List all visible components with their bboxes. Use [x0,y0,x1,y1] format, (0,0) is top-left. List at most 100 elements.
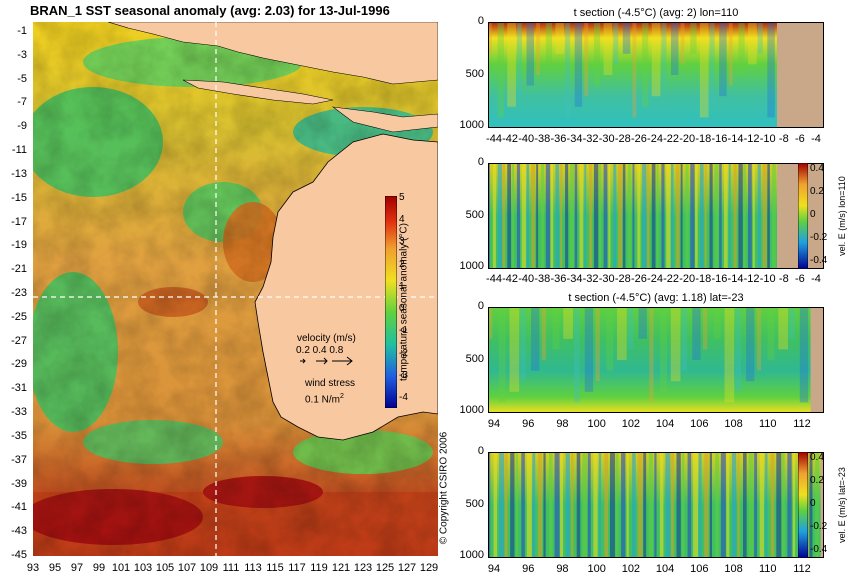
lon-tick-label: 125 [375,562,395,574]
section-x-tick-label: -8 [778,273,789,285]
lon-tick-label: 129 [419,562,439,574]
velocity-colorbar-tick: -0.4 [810,255,828,266]
section-x-tick-label: -12 [743,273,760,285]
section-x-tick-label: -22 [663,273,680,285]
lat-tick-label: -1 [17,25,27,37]
section-x-tick-label: -32 [582,273,599,285]
section-x-tick-label: -18 [695,133,712,145]
section-x-tick-label: -4 [811,273,821,285]
section-x-tick-label: -24 [647,273,663,285]
section-x-tick-label: -32 [582,133,599,145]
section-x-tick-label: -16 [711,273,728,285]
land-indonesia [107,22,438,85]
lat-tick-label: -17 [11,215,27,228]
lon-tick-label: 107 [177,562,197,574]
lat-tick-label: -43 [11,525,27,538]
depth-tick-label: 500 [465,209,484,221]
velocity-colorbar-tick: 0.2 [810,475,824,486]
section-x-tick-label: -34 [566,273,583,285]
section-x-tick-label: 108 [724,563,743,575]
map-colorbar-tick: -1 [399,325,408,337]
section-x-tick-label: -6 [795,273,805,285]
lat-tick-label: -5 [17,72,27,85]
section-x-tick-label: 96 [522,418,535,430]
lat-tick-label: -3 [17,48,27,61]
lon-tick-label: 105 [155,562,175,574]
depth-tick-label: 1000 [459,403,484,416]
section-x-tick-label: 112 [793,563,811,575]
section-x-tick-label: -40 [518,273,535,285]
lat-tick-label: -45 [11,549,27,561]
map-colorbar-tick: -4 [399,392,408,403]
map-colorbar-tick: 4 [399,214,405,226]
map-colorbar-tick: 0 [399,303,405,315]
velocity-colorbar [798,163,808,269]
lat-tick-label: -21 [11,263,27,276]
lat-tick-label: -25 [11,310,27,323]
lon-tick-label: 95 [48,562,62,574]
section-x-tick-label: -28 [614,133,631,145]
lon-tick-label: 99 [92,562,106,574]
section-x-tick-label: 108 [724,418,743,430]
section-x-tick-label: 112 [793,418,811,430]
velocity-colorbar-tick: -0.2 [810,232,828,243]
depth-tick-label: 0 [477,15,484,27]
velocity-colorbar-tick: 0.2 [810,186,824,197]
wind-legend-title: wind stress [305,378,356,389]
section-x-tick-label: -36 [550,273,567,285]
map-colorbar [385,196,397,408]
section-x-tick-label: -12 [743,133,760,145]
velocity-colorbar-tick: -0.2 [810,521,828,532]
velocity-colorbar-tick: 0 [810,498,816,509]
section-x-tick-label: -28 [614,273,631,285]
lon-tick-label: 115 [266,562,284,574]
map-title: BRAN_1 SST seasonal anomaly (avg: 2.03) … [30,3,390,18]
map-colorbar-tick: -2 [399,347,408,359]
section-x-tick-label: -6 [795,133,805,145]
section-panel-3 [488,307,824,413]
lat-tick-label: -37 [11,453,27,466]
section-x-tick-label: 102 [621,563,641,575]
section-panel-4 [488,452,824,558]
section-x-tick-label: -42 [502,273,519,285]
lat-tick-label: -23 [11,287,27,299]
lat-tick-label: -7 [17,96,27,109]
velocity-colorbar-label: vel. E (m/s) lat=-23 [837,467,847,543]
land-java [182,79,334,105]
lat-tick-label: -39 [11,477,27,490]
wind-legend-value: 0.1 N/m2 [305,393,344,406]
depth-tick-label: 0 [477,445,484,457]
depth-tick-label: 500 [465,68,484,80]
depth-tick-label: 500 [465,498,484,510]
section-x-tick-label: 96 [522,563,535,575]
lon-tick-label: 113 [244,562,262,574]
section-panel-1 [488,22,824,128]
lat-tick-label: -15 [11,191,27,204]
lat-tick-label: -31 [11,382,27,395]
section-x-tick-label: -26 [630,273,647,285]
velocity-colorbar-tick: -0.4 [810,544,828,555]
section-x-tick-label: -24 [647,133,663,145]
section-x-tick-label: 94 [487,563,501,575]
lon-tick-label: 127 [397,562,417,574]
lon-tick-label: 119 [310,562,328,574]
section-x-tick-label: -30 [598,273,615,285]
section-x-tick-label: -38 [534,133,551,145]
section-x-tick-label: 104 [655,563,675,575]
lon-tick-label: 109 [199,562,219,574]
velocity-legend-values: 0.2 0.4 0.8 [296,345,344,356]
lat-tick-label: -29 [11,358,27,371]
section-x-tick-label: 102 [621,418,641,430]
section-x-tick-label: -4 [811,133,821,145]
depth-tick-label: 1000 [459,548,484,561]
velocity-colorbar-label: vel. E (m/s) lon=110 [837,176,847,256]
map-colorbar-tick: 5 [399,192,405,203]
section-x-tick-label: -34 [566,133,583,145]
section-x-tick-label: 106 [690,418,709,430]
section-x-tick-label: -36 [550,133,567,145]
section-x-tick-label: -10 [759,273,776,285]
section-x-tick-label: -10 [759,133,776,145]
map-lon-axis: 93 95 97 99 101 103 105 107 109 111 113 115 117 119 12… [27,562,439,578]
section-x-tick-label: -18 [695,273,712,285]
lon-tick-label: 93 [26,562,40,574]
